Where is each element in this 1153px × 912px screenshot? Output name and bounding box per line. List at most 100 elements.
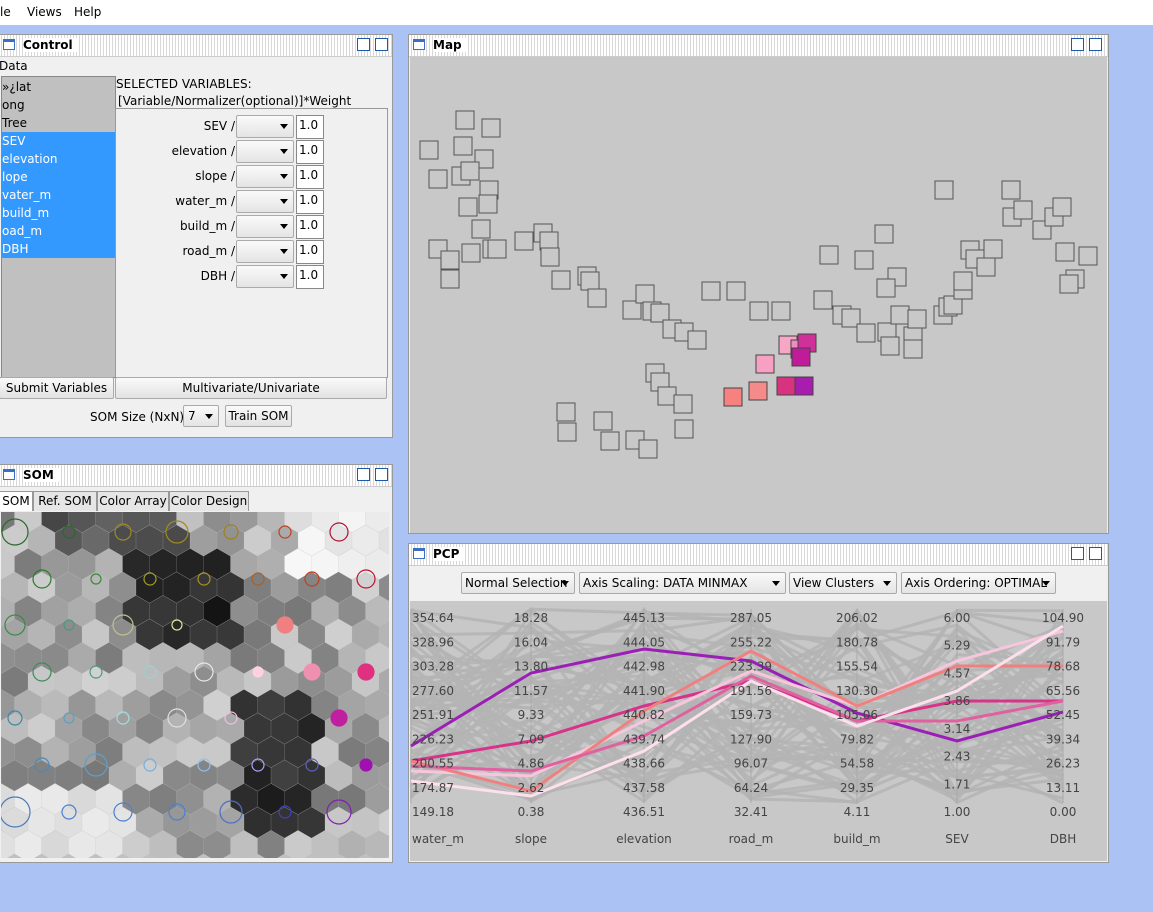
list-item[interactable]: build_m <box>2 204 115 222</box>
normalizer-select[interactable] <box>236 165 294 188</box>
weight-field[interactable]: 1.0 <box>296 215 324 239</box>
som-cell <box>271 666 298 697</box>
weight-field[interactable]: 1.0 <box>296 240 324 264</box>
som-cell <box>298 713 325 744</box>
maximize-button[interactable] <box>1089 547 1102 560</box>
axis-tick-label: 200.55 <box>412 757 454 771</box>
som-cell <box>352 525 379 556</box>
maximize-button[interactable] <box>375 38 388 51</box>
som-cell <box>244 760 271 791</box>
tab[interactable]: Color Design <box>169 491 249 511</box>
pcp-highlight <box>410 674 1064 773</box>
axis-tick-label: 96.07 <box>734 757 768 771</box>
tab[interactable]: SOM <box>0 491 33 511</box>
som-cell <box>109 760 136 791</box>
menu-item[interactable]: le <box>0 5 11 19</box>
normalizer-select[interactable] <box>236 215 294 238</box>
list-item[interactable]: SEV <box>2 132 115 150</box>
weight-field[interactable]: 1.0 <box>296 265 324 289</box>
som-cell <box>149 512 177 533</box>
som-cell <box>271 713 298 744</box>
axis-name: DBH <box>1050 832 1077 846</box>
som-cell <box>190 713 217 744</box>
som-marker <box>359 758 373 772</box>
map-point <box>943 295 963 315</box>
som-size-select[interactable]: 7 <box>183 405 219 427</box>
som-cell <box>379 574 389 601</box>
dropdown[interactable]: Axis Scaling: DATA MINMAX <box>579 572 786 594</box>
map-point <box>587 288 607 308</box>
axis-tick-label: 287.05 <box>730 611 772 625</box>
tab[interactable]: Ref. SOM <box>33 491 97 511</box>
som-cell <box>95 830 123 858</box>
list-item[interactable]: lope <box>2 168 115 186</box>
submit-button[interactable]: Submit Variables <box>0 377 114 399</box>
map-point <box>701 281 721 301</box>
som-cell <box>352 619 379 650</box>
mode-button[interactable]: Multivariate/Univariate <box>115 377 387 399</box>
menu-item[interactable]: Views <box>27 5 62 19</box>
list-item[interactable]: oad_m <box>2 222 115 240</box>
som-cell <box>163 760 190 791</box>
dropdown[interactable]: Normal Selection <box>461 572 575 594</box>
list-item[interactable]: vater_m <box>2 186 115 204</box>
som-cell <box>136 525 163 556</box>
som-marker <box>114 523 132 541</box>
normalizer-select[interactable] <box>236 240 294 263</box>
dropdown[interactable]: View Clusters <box>789 572 897 594</box>
axis-tick-label: 4.57 <box>944 666 971 680</box>
som-cell <box>365 595 389 627</box>
som-cell <box>1 736 15 768</box>
maximize-button[interactable] <box>375 468 388 481</box>
list-item[interactable]: ong <box>2 98 25 112</box>
som-cell <box>352 713 379 744</box>
som-marker <box>224 711 238 725</box>
minimize-button[interactable] <box>357 468 370 481</box>
list-item[interactable]: »¿lat <box>2 80 32 94</box>
som-marker <box>197 758 211 772</box>
map-point <box>458 197 478 217</box>
som-size-label: SOM Size (NxN): <box>90 410 189 424</box>
som-cell <box>217 572 244 603</box>
train-button[interactable]: Train SOM <box>225 405 292 427</box>
list-item[interactable]: DBH <box>2 240 115 258</box>
normalizer-select[interactable] <box>236 190 294 213</box>
som-cell <box>176 512 204 533</box>
axis-tick-label: 439.74 <box>623 732 665 746</box>
map-point <box>455 110 475 130</box>
control-panel: Control Data »¿lat ong Tree SEV elevation lop… <box>0 34 393 438</box>
axis-tick-label: 0.00 <box>1050 805 1077 819</box>
minimize-button[interactable] <box>1071 38 1084 51</box>
tab[interactable]: Color Array <box>97 491 169 511</box>
map-point <box>934 180 954 200</box>
list-item[interactable]: elevation <box>2 150 115 168</box>
minimize-button[interactable] <box>1071 547 1084 560</box>
normalizer-select[interactable] <box>236 140 294 163</box>
dropdown[interactable]: Axis Ordering: OPTIMAL <box>901 572 1056 594</box>
normalizer-select[interactable] <box>236 265 294 288</box>
row-label: elevation / <box>171 144 235 158</box>
axis-tick-label: 159.73 <box>730 708 772 722</box>
maximize-button[interactable] <box>1089 38 1102 51</box>
selected-variables: SEV / 1.0 elevation / 1.0 slope / 1.0 water_m … <box>115 108 388 378</box>
som-cell <box>230 512 258 533</box>
list-item[interactable]: Tree <box>2 116 28 130</box>
som-cell <box>41 736 69 768</box>
hint: [Variable/Normalizer(optional)]*Weight <box>118 94 352 108</box>
menu-item[interactable]: Help <box>74 5 102 19</box>
som-cell <box>68 736 96 768</box>
som-cell <box>338 595 366 627</box>
weight-field[interactable]: 1.0 <box>296 115 324 139</box>
som-cell <box>203 830 231 858</box>
minimize-button[interactable] <box>357 38 370 51</box>
som-marker <box>63 712 75 724</box>
weight-field[interactable]: 1.0 <box>296 140 324 164</box>
som-cell <box>257 736 285 768</box>
som-cell <box>244 666 271 697</box>
weight-field[interactable]: 1.0 <box>296 165 324 189</box>
normalizer-select[interactable] <box>236 115 294 138</box>
axis-tick-label: 64.24 <box>734 781 768 795</box>
map-point <box>749 301 769 321</box>
weight-field[interactable]: 1.0 <box>296 190 324 214</box>
som-cell <box>365 783 389 815</box>
